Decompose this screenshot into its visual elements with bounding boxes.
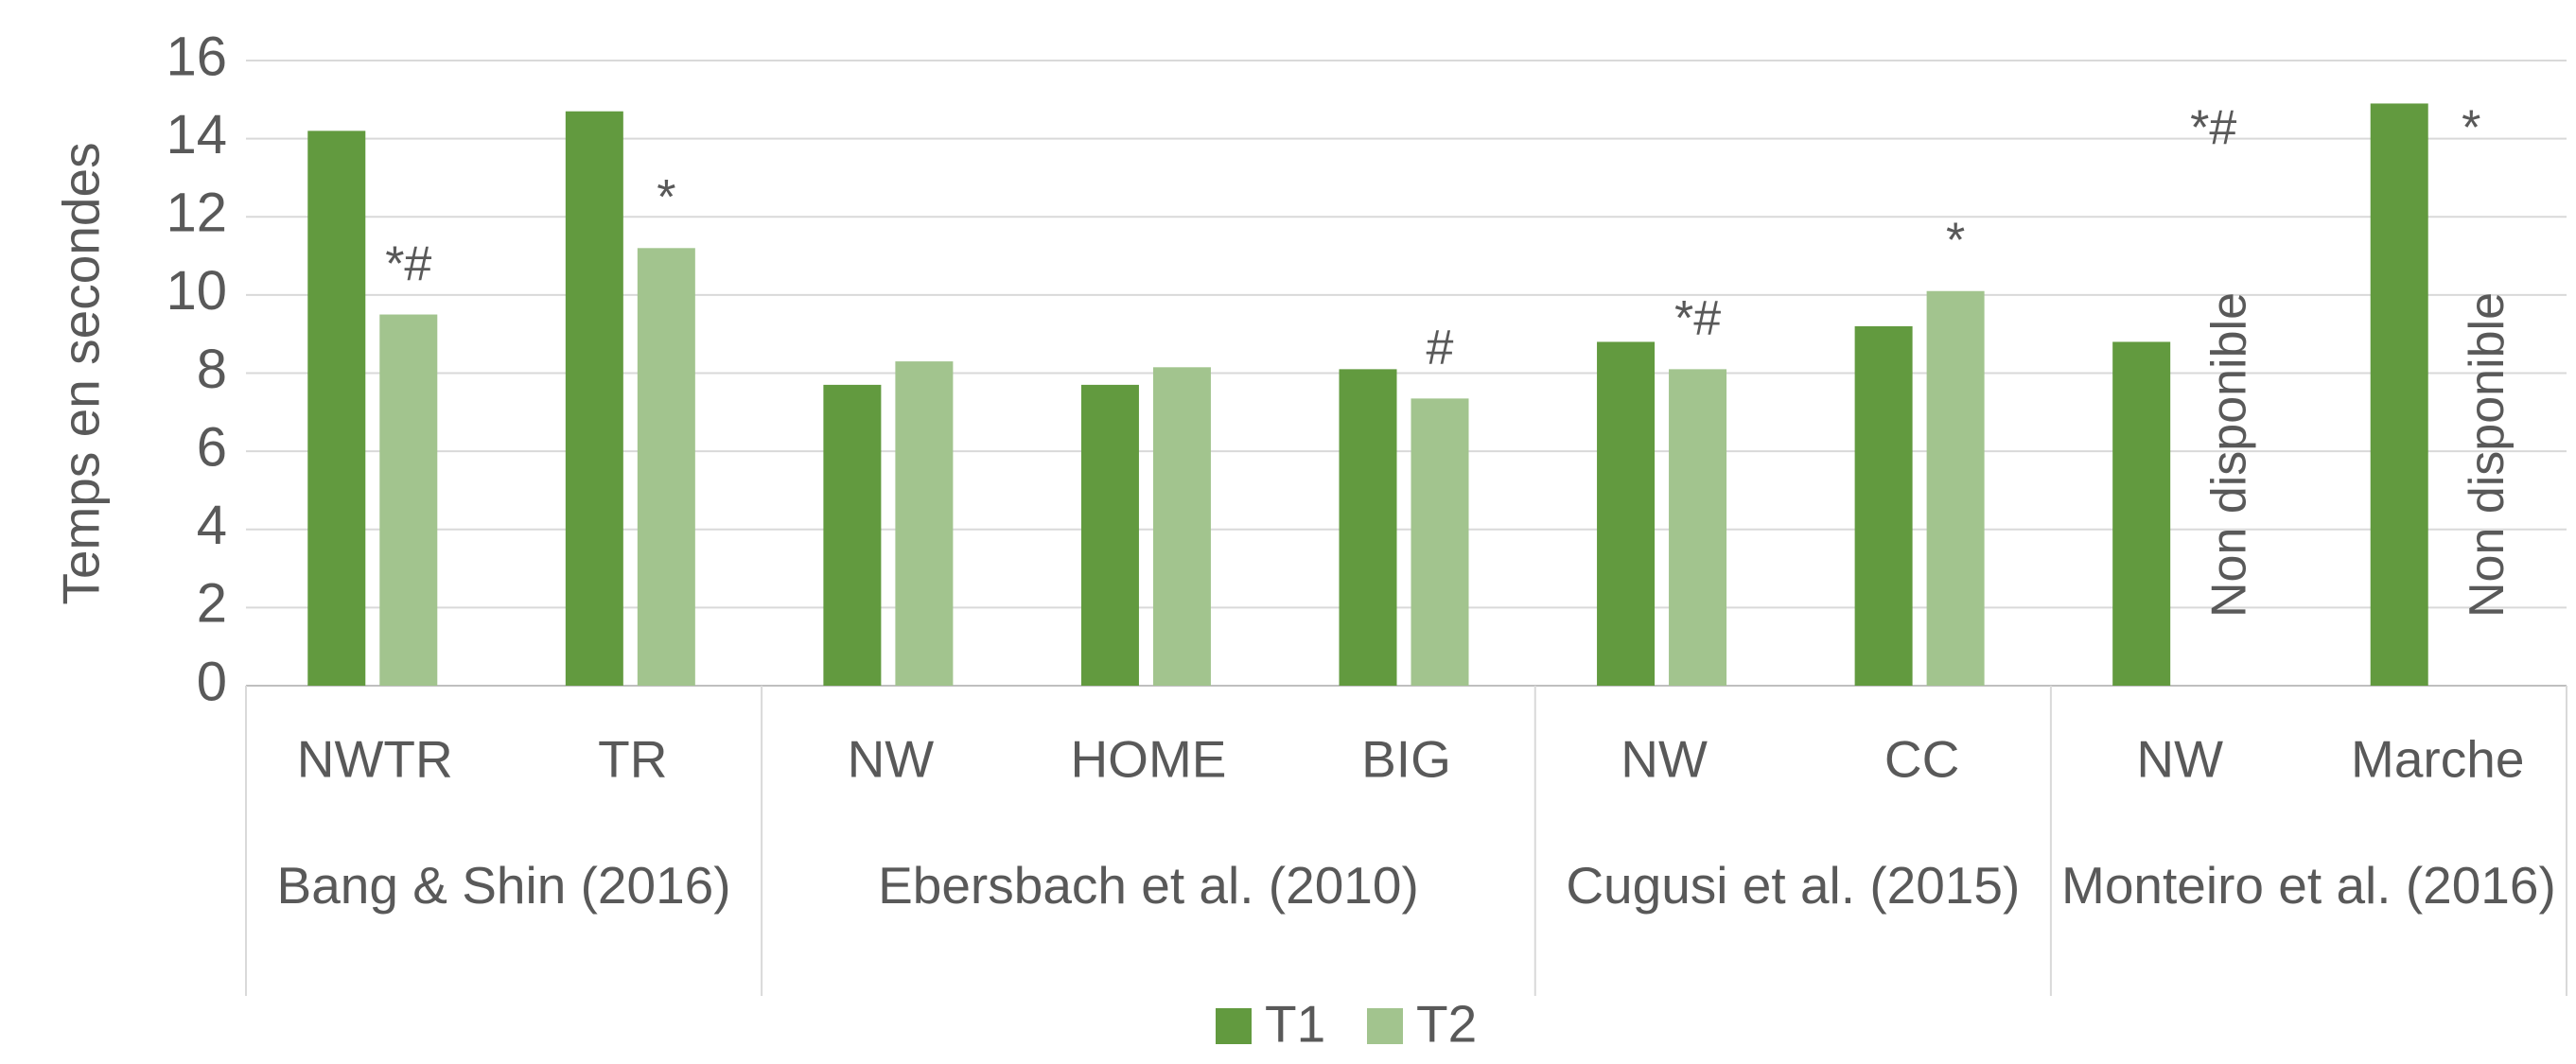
x-tick-label: NW [2136,730,2223,789]
annotation: * [2462,101,2480,156]
group-label: Cugusi et al. (2015) [1566,856,2021,915]
x-tick-label: BIG [1361,730,1451,789]
y-tick-label: 16 [166,26,227,87]
legend-label: T1 [1265,995,1325,1054]
annotation: # [1427,321,1454,375]
bar [2370,103,2428,687]
legend-swatch [1216,1008,1252,1044]
bar [1669,369,1727,686]
x-tick-label: NW [1621,730,1708,789]
value-label: Non disponible [2460,292,2515,618]
bar [379,314,438,686]
annotation: *# [385,236,431,291]
x-tick-label: NW [848,730,935,789]
y-tick-label: 14 [166,104,227,166]
bar [1926,290,1985,686]
y-tick-label: 4 [197,495,227,556]
bar [1597,341,1656,686]
bar [1080,384,1139,686]
y-tick-label: 12 [166,183,227,244]
group-label: Ebersbach et al. (2010) [878,856,1419,915]
x-tick-label: Marche [2351,730,2524,789]
bar [895,361,954,686]
x-tick-label: TR [598,730,667,789]
group-label: Monteiro et al. (2016) [2061,856,2556,915]
bar [1152,367,1211,686]
bar [823,384,882,686]
bar [565,111,623,687]
annotation: *# [2190,101,2236,156]
annotation: * [1946,213,1965,268]
y-axis-title: Temps en secondes [52,142,111,604]
x-tick-label: HOME [1070,730,1226,789]
y-tick-label: 8 [197,339,227,400]
annotation: * [657,170,675,225]
value-label: Non disponible [2201,292,2256,618]
bar [1339,369,1397,686]
bar [1411,398,1469,686]
y-tick-label: 6 [197,416,227,478]
group-label: Bang & Shin (2016) [276,856,731,915]
legend-label: T2 [1416,995,1477,1054]
bar [2112,341,2171,686]
annotation: *# [1674,291,1721,346]
y-tick-label: 2 [197,573,227,635]
x-tick-label: CC [1884,730,1959,789]
y-tick-label: 0 [197,651,227,712]
bar [1854,325,1913,686]
bar [307,131,366,687]
legend-swatch [1367,1008,1403,1044]
bar [637,248,695,686]
x-tick-label: NWTR [297,730,453,789]
y-tick-label: 10 [166,260,227,322]
